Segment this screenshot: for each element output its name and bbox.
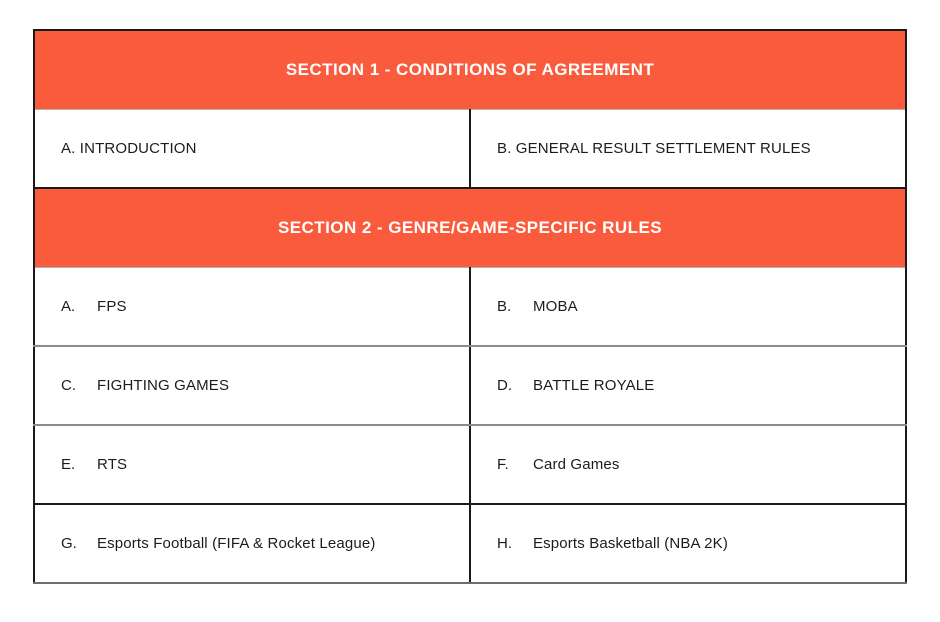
table-row: A. INTRODUCTION B. GENERAL RESULT SETTLE… (33, 109, 907, 188)
table-row: C. FIGHTING GAMES D. BATTLE ROYALE (33, 346, 907, 426)
section-2-entry-c-text: FIGHTING GAMES (97, 377, 230, 394)
section-2-entry-e-text: RTS (97, 456, 128, 473)
section-2-entry-f-label: F. (497, 456, 509, 473)
section-1-entry-a-cell[interactable]: A. INTRODUCTION (33, 109, 471, 188)
section-2-entry-e-cell[interactable]: E. RTS (33, 425, 471, 505)
section-2-entry-b-text: MOBA (533, 297, 578, 315)
table-row: G. Esports Football (FIFA & Rocket Leagu… (33, 504, 907, 584)
section-2-entry-g-cell[interactable]: G. Esports Football (FIFA & Rocket Leagu… (33, 504, 471, 584)
section-2-entry-g[interactable]: G. Esports Football (FIFA & Rocket Leagu… (35, 505, 469, 582)
section-2-entry-g-text: Esports Football (FIFA & Rocket League) (97, 535, 376, 552)
section-1-entry-b-cell[interactable]: B. GENERAL RESULT SETTLEMENT RULES (470, 109, 907, 188)
section-2-entry-e-label: E. (61, 456, 76, 473)
section-1-entry-a[interactable]: A. INTRODUCTION (35, 110, 469, 188)
section-1-entry-a-label: A. INTRODUCTION (61, 139, 197, 157)
section-2-entry-a[interactable]: A. FPS (35, 268, 469, 346)
section-2-entry-a-label: A. (61, 297, 76, 315)
section-2-entry-d[interactable]: D. BATTLE ROYALE (471, 347, 905, 424)
contents-table: SECTION 1 - CONDITIONS OF AGREEMENT A. I… (33, 29, 907, 584)
section-2-entry-e[interactable]: E. RTS (35, 426, 469, 503)
section-1-title: SECTION 1 - CONDITIONS OF AGREEMENT (285, 60, 655, 80)
table-row: A. FPS B. MOBA (33, 267, 907, 347)
section-2-entry-b[interactable]: B. MOBA (471, 268, 905, 346)
section-2-entry-d-label: D. (497, 377, 512, 394)
section-2-entry-c-cell[interactable]: C. FIGHTING GAMES (33, 346, 471, 426)
section-1-header-cell: SECTION 1 - CONDITIONS OF AGREEMENT (33, 29, 907, 110)
section-2-entry-f[interactable]: F. Card Games (471, 426, 905, 503)
section-1-header-row: SECTION 1 - CONDITIONS OF AGREEMENT (33, 29, 907, 110)
section-2-entry-g-label: G. (61, 535, 77, 552)
section-2-entry-f-text: Card Games (533, 456, 620, 473)
section-2-entry-c-label: C. (61, 377, 76, 394)
section-1-entry-b-label: B. GENERAL RESULT SETTLEMENT RULES (497, 139, 811, 157)
section-2-entry-c[interactable]: C. FIGHTING GAMES (35, 347, 469, 424)
section-2-entry-h-label: H. (497, 535, 512, 552)
section-2-entry-h[interactable]: H. Esports Basketball (NBA 2K) (471, 505, 905, 582)
section-2-entry-b-cell[interactable]: B. MOBA (470, 267, 907, 347)
table-row: E. RTS F. Card Games (33, 425, 907, 505)
section-2-title: SECTION 2 - GENRE/GAME-SPECIFIC RULES (277, 218, 663, 238)
section-2-header-cell: SECTION 2 - GENRE/GAME-SPECIFIC RULES (33, 187, 907, 268)
section-2-entry-d-text: BATTLE ROYALE (533, 377, 655, 394)
section-2-entry-f-cell[interactable]: F. Card Games (470, 425, 907, 505)
section-2-entry-b-label: B. (497, 297, 512, 315)
section-2-header-row: SECTION 2 - GENRE/GAME-SPECIFIC RULES (33, 187, 907, 268)
section-2-entry-h-cell[interactable]: H. Esports Basketball (NBA 2K) (470, 504, 907, 584)
section-2-entry-h-text: Esports Basketball (NBA 2K) (533, 535, 728, 552)
section-2-entry-a-text: FPS (97, 297, 127, 315)
section-1-entry-b[interactable]: B. GENERAL RESULT SETTLEMENT RULES (471, 110, 905, 188)
section-2-entry-d-cell[interactable]: D. BATTLE ROYALE (470, 346, 907, 426)
table-of-contents: SECTION 1 - CONDITIONS OF AGREEMENT A. I… (33, 29, 907, 587)
section-2-entry-a-cell[interactable]: A. FPS (33, 267, 471, 347)
